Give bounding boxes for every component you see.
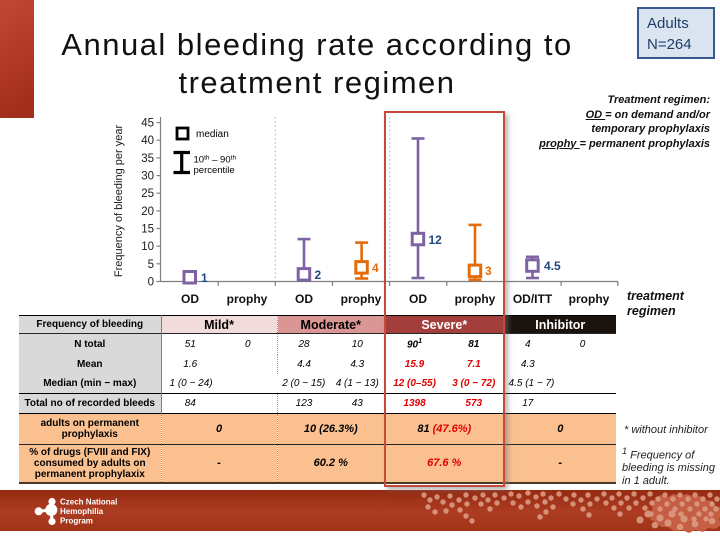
svg-text:10th – 90th: 10th – 90th xyxy=(194,155,237,166)
svg-text:35: 35 xyxy=(141,153,154,165)
svg-text:Frequency of bleeding per year: Frequency of bleeding per year xyxy=(113,125,125,278)
svg-text:OD: OD xyxy=(181,292,199,306)
svg-text:25: 25 xyxy=(141,188,154,200)
svg-text:OD: OD xyxy=(295,292,313,306)
svg-text:2: 2 xyxy=(315,268,322,282)
svg-text:prophy: prophy xyxy=(569,292,610,306)
svg-text:15: 15 xyxy=(141,224,154,236)
svg-text:median: median xyxy=(196,129,229,140)
svg-text:12: 12 xyxy=(429,233,443,247)
svg-text:20: 20 xyxy=(141,206,154,218)
svg-text:OD/ITT: OD/ITT xyxy=(513,292,553,306)
svg-text:percentile: percentile xyxy=(194,165,235,176)
svg-text:30: 30 xyxy=(141,171,154,183)
svg-text:45: 45 xyxy=(141,118,154,130)
svg-text:0: 0 xyxy=(148,277,154,289)
svg-text:Hemophilia: Hemophilia xyxy=(60,507,104,516)
svg-text:4.5: 4.5 xyxy=(544,259,561,273)
svg-text:3: 3 xyxy=(485,264,492,278)
svg-text:Program: Program xyxy=(60,517,93,526)
svg-text:5: 5 xyxy=(148,259,154,271)
svg-text:prophy: prophy xyxy=(455,292,496,306)
svg-text:prophy: prophy xyxy=(227,292,268,306)
svg-text:prophy: prophy xyxy=(341,292,382,306)
svg-text:Czech National: Czech National xyxy=(60,498,117,507)
svg-text:1: 1 xyxy=(201,271,208,285)
svg-text:10: 10 xyxy=(141,241,154,253)
svg-text:4: 4 xyxy=(372,261,379,275)
svg-text:40: 40 xyxy=(141,135,154,147)
svg-text:OD: OD xyxy=(409,292,427,306)
